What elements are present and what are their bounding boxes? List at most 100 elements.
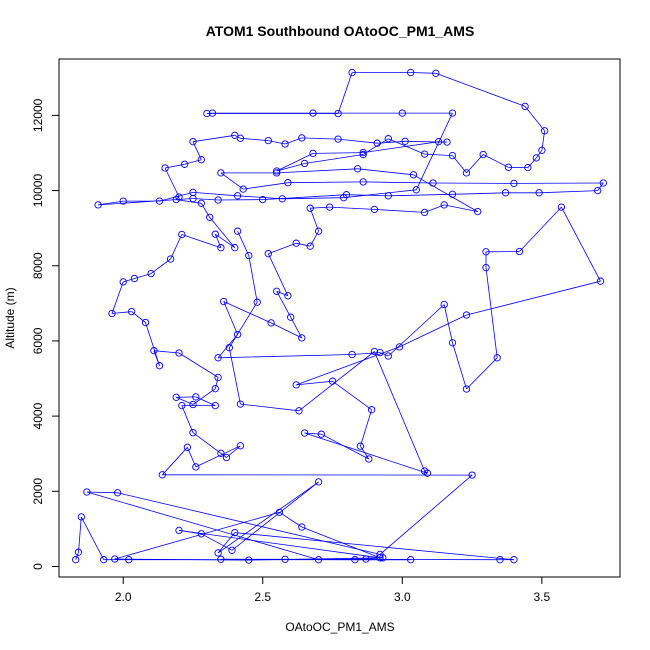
series-segment — [181, 405, 194, 433]
x-tick-label: 3.0 — [394, 590, 411, 604]
data-point — [127, 307, 136, 316]
data-point — [348, 68, 356, 77]
data-point — [482, 263, 490, 272]
series-segment — [270, 322, 302, 339]
series-segment — [217, 481, 319, 554]
data-point — [292, 239, 300, 247]
data-point — [359, 150, 367, 159]
data-point — [211, 401, 219, 410]
series-segment — [399, 314, 467, 348]
data-point — [348, 350, 356, 359]
data-point — [278, 195, 286, 203]
data-point — [273, 167, 281, 175]
data-point — [231, 131, 239, 139]
data-point — [314, 227, 323, 235]
series-segment — [561, 206, 601, 282]
series-segment — [181, 234, 222, 249]
data-point — [175, 526, 183, 535]
data-point — [443, 138, 451, 146]
series-segment — [296, 380, 333, 386]
data-point — [233, 227, 242, 235]
data-point — [370, 347, 379, 356]
data-point — [342, 191, 351, 199]
data-point — [351, 556, 359, 564]
series-segment — [192, 388, 216, 405]
data-point — [189, 429, 197, 437]
data-point — [211, 385, 219, 393]
series-segment — [75, 552, 79, 560]
series-segment — [304, 154, 364, 164]
series-segment — [279, 511, 303, 528]
series-segment — [200, 203, 211, 218]
series-segment — [519, 206, 562, 252]
data-point — [376, 554, 384, 562]
series-segment — [117, 492, 381, 555]
data-point — [365, 455, 373, 463]
data-point — [183, 443, 192, 451]
data-point — [197, 530, 205, 538]
series-segment — [276, 163, 305, 172]
data-point — [77, 513, 85, 521]
y-tick-label: 12000 — [31, 98, 45, 132]
data-point — [259, 195, 267, 204]
data-point — [395, 343, 404, 351]
data-point — [264, 250, 272, 258]
data-point — [306, 204, 314, 212]
series-segment — [290, 317, 303, 339]
series-segment — [452, 155, 467, 174]
data-point — [284, 292, 292, 300]
series-segment — [276, 153, 314, 172]
series-segment — [217, 334, 238, 359]
data-point — [298, 523, 306, 531]
data-point — [440, 201, 448, 209]
data-point — [353, 165, 362, 173]
series-segment — [535, 150, 543, 159]
data-point — [524, 163, 532, 172]
series-segment — [243, 182, 288, 190]
series-segment — [215, 233, 236, 249]
data-point — [493, 354, 501, 362]
series-segment — [276, 168, 358, 174]
data-point — [281, 555, 289, 563]
data-point — [314, 478, 323, 486]
data-point — [538, 146, 546, 154]
data-point — [306, 242, 314, 250]
series-segment — [424, 153, 453, 156]
data-point — [376, 550, 384, 559]
data-point — [119, 197, 127, 205]
data-point — [231, 244, 239, 252]
series-segment — [374, 351, 425, 472]
data-point — [74, 548, 83, 556]
y-tick-label: 8000 — [31, 252, 45, 279]
data-point — [253, 298, 261, 306]
data-point — [175, 193, 183, 201]
series-segment — [410, 72, 436, 74]
data-point — [161, 164, 169, 172]
data-point — [239, 185, 247, 193]
data-point — [326, 203, 334, 211]
series-segment — [483, 154, 509, 168]
data-point — [532, 154, 540, 162]
data-point — [214, 549, 222, 557]
series-segment — [228, 301, 258, 348]
series-segment — [332, 380, 372, 411]
data-point — [384, 352, 392, 360]
series-segment — [153, 350, 180, 354]
data-point — [468, 471, 476, 479]
series-segment — [485, 267, 498, 358]
series-segment — [296, 346, 400, 386]
data-point — [220, 297, 228, 306]
series-segment — [86, 491, 319, 561]
data-point — [166, 255, 175, 263]
data-point — [300, 429, 309, 437]
series-segment — [527, 157, 537, 168]
data-point — [482, 248, 490, 256]
series-segment — [379, 474, 473, 555]
series-segment — [466, 357, 498, 390]
data-point — [462, 311, 471, 319]
series-segment — [201, 533, 233, 551]
data-point — [236, 400, 245, 408]
series-segment — [435, 72, 526, 107]
series-segment — [223, 301, 272, 324]
